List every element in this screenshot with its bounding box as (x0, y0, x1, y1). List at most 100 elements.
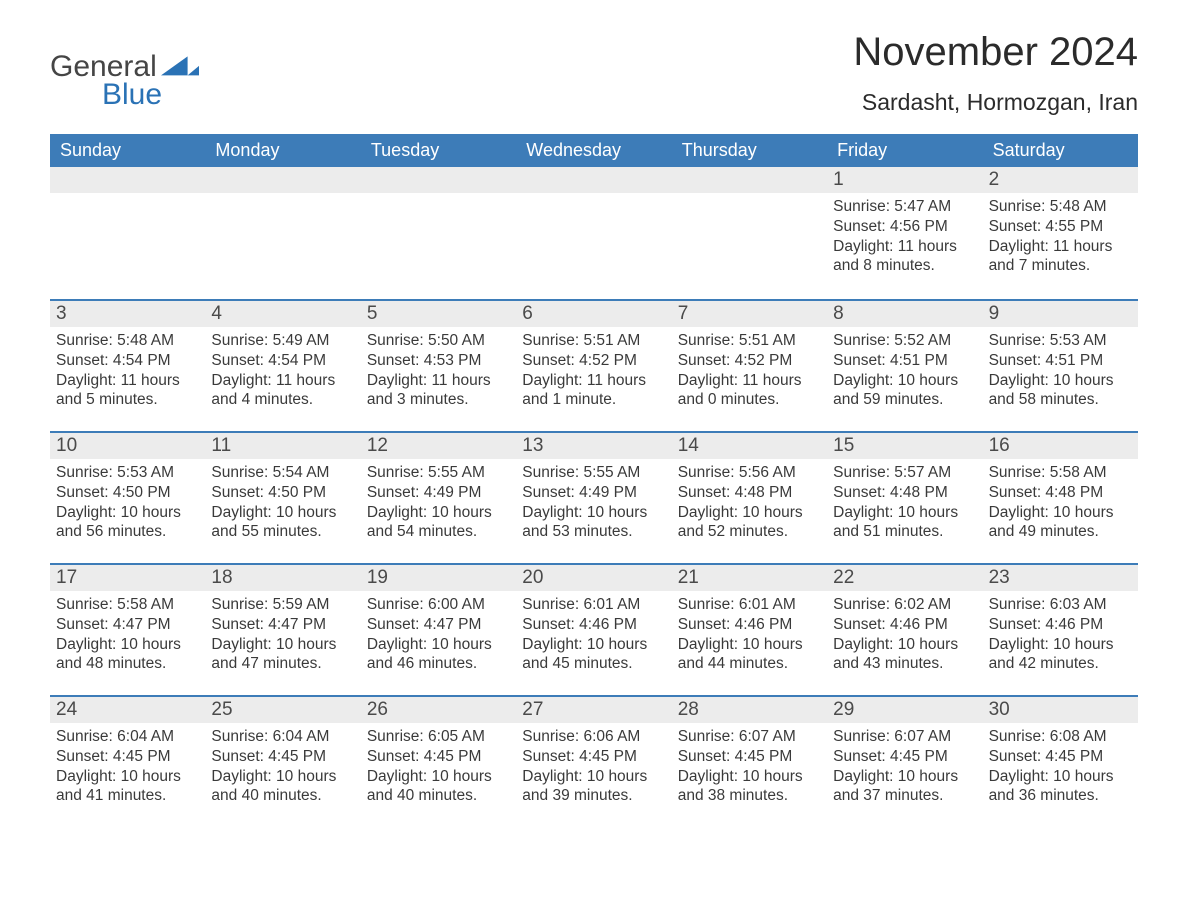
day-number: 3 (50, 301, 205, 327)
daylight-text: Daylight: 10 hours and 43 minutes. (833, 635, 976, 675)
day-number: 10 (50, 433, 205, 459)
day-info: Sunrise: 5:52 AMSunset: 4:51 PMDaylight:… (833, 331, 976, 410)
day-number: 2 (983, 167, 1138, 193)
day-info: Sunrise: 6:08 AMSunset: 4:45 PMDaylight:… (989, 727, 1132, 806)
day-info: Sunrise: 5:47 AMSunset: 4:56 PMDaylight:… (833, 197, 976, 276)
day-info: Sunrise: 5:55 AMSunset: 4:49 PMDaylight:… (522, 463, 665, 542)
sunset-text: Sunset: 4:52 PM (678, 351, 821, 371)
sunrise-text: Sunrise: 5:55 AM (522, 463, 665, 483)
sunrise-text: Sunrise: 6:05 AM (367, 727, 510, 747)
daylight-text: Daylight: 11 hours and 3 minutes. (367, 371, 510, 411)
day-cell: 27 Sunrise: 6:06 AMSunset: 4:45 PMDayligh… (516, 697, 671, 825)
calendar: Sunday Monday Tuesday Wednesday Thursday… (50, 134, 1138, 825)
daylight-text: Daylight: 10 hours and 47 minutes. (211, 635, 354, 675)
sunrise-text: Sunrise: 5:55 AM (367, 463, 510, 483)
sunrise-text: Sunrise: 5:58 AM (989, 463, 1132, 483)
sunset-text: Sunset: 4:46 PM (989, 615, 1132, 635)
sunrise-text: Sunrise: 5:49 AM (211, 331, 354, 351)
day-info: Sunrise: 6:06 AMSunset: 4:45 PMDaylight:… (522, 727, 665, 806)
day-cell: 15Sunrise: 5:57 AMSunset: 4:48 PMDayligh… (827, 433, 982, 561)
sunrise-text: Sunrise: 6:01 AM (678, 595, 821, 615)
day-cell: 4Sunrise: 5:49 AMSunset: 4:54 PMDaylight… (205, 301, 360, 429)
day-cell: 25Sunrise: 6:04 AMSunset: 4:45 PMDayligh… (205, 697, 360, 825)
day-cell: 7Sunrise: 5:51 AMSunset: 4:52 PMDaylight… (672, 301, 827, 429)
daylight-text: Daylight: 11 hours and 0 minutes. (678, 371, 821, 411)
daylight-text: Daylight: 10 hours and 56 minutes. (56, 503, 199, 543)
day-info: Sunrise: 6:04 AMSunset: 4:45 PMDaylight:… (56, 727, 199, 806)
daylight-text: Daylight: 10 hours and 53 minutes. (522, 503, 665, 543)
day-cell (516, 167, 671, 297)
day-number: 27 (516, 697, 671, 723)
day-cell: 24Sunrise: 6:04 AMSunset: 4:45 PMDayligh… (50, 697, 205, 825)
daylight-text: Daylight: 10 hours and 48 minutes. (56, 635, 199, 675)
daylight-text: Daylight: 10 hours and 41 minutes. (56, 767, 199, 807)
day-cell: 10Sunrise: 5:53 AMSunset: 4:50 PMDayligh… (50, 433, 205, 561)
day-number: 25 (205, 697, 360, 723)
day-cell: 3 Sunrise: 5:48 AMSunset: 4:54 PMDaylight… (50, 301, 205, 429)
day-number (50, 167, 205, 193)
day-number: 4 (205, 301, 360, 327)
header-friday: Friday (827, 134, 982, 167)
sunrise-text: Sunrise: 5:51 AM (678, 331, 821, 351)
calendar-week: 24Sunrise: 6:04 AMSunset: 4:45 PMDayligh… (50, 695, 1138, 825)
day-number: 29 (827, 697, 982, 723)
sunrise-text: Sunrise: 5:52 AM (833, 331, 976, 351)
sunset-text: Sunset: 4:45 PM (211, 747, 354, 767)
sunrise-text: Sunrise: 6:00 AM (367, 595, 510, 615)
day-info: Sunrise: 5:48 AMSunset: 4:55 PMDaylight:… (989, 197, 1132, 276)
sunset-text: Sunset: 4:54 PM (56, 351, 199, 371)
day-cell: 30Sunrise: 6:08 AMSunset: 4:45 PMDayligh… (983, 697, 1138, 825)
daylight-text: Daylight: 10 hours and 52 minutes. (678, 503, 821, 543)
header-saturday: Saturday (983, 134, 1138, 167)
day-info: Sunrise: 5:58 AMSunset: 4:47 PMDaylight:… (56, 595, 199, 674)
day-cell: 9Sunrise: 5:53 AMSunset: 4:51 PMDaylight… (983, 301, 1138, 429)
day-cell: 17 Sunrise: 5:58 AMSunset: 4:47 PMDayligh… (50, 565, 205, 693)
day-number: 14 (672, 433, 827, 459)
daylight-text: Daylight: 10 hours and 54 minutes. (367, 503, 510, 543)
day-number: 21 (672, 565, 827, 591)
sunrise-text: Sunrise: 5:48 AM (989, 197, 1132, 217)
calendar-week: 17 Sunrise: 5:58 AMSunset: 4:47 PMDayligh… (50, 563, 1138, 693)
sunset-text: Sunset: 4:48 PM (833, 483, 976, 503)
day-cell: 23Sunrise: 6:03 AMSunset: 4:46 PMDayligh… (983, 565, 1138, 693)
day-number: 8 (827, 301, 982, 327)
day-number (516, 167, 671, 193)
day-info: Sunrise: 5:58 AMSunset: 4:48 PMDaylight:… (989, 463, 1132, 542)
day-number: 17 (50, 565, 205, 591)
sunset-text: Sunset: 4:50 PM (211, 483, 354, 503)
day-number: 16 (983, 433, 1138, 459)
day-number: 5 (361, 301, 516, 327)
day-cell: 26Sunrise: 6:05 AMSunset: 4:45 PMDayligh… (361, 697, 516, 825)
daylight-text: Daylight: 11 hours and 5 minutes. (56, 371, 199, 411)
sunset-text: Sunset: 4:45 PM (678, 747, 821, 767)
day-info: Sunrise: 5:48 AMSunset: 4:54 PMDaylight:… (56, 331, 199, 410)
day-info: Sunrise: 5:55 AMSunset: 4:49 PMDaylight:… (367, 463, 510, 542)
sunrise-text: Sunrise: 6:06 AM (522, 727, 665, 747)
daylight-text: Daylight: 10 hours and 38 minutes. (678, 767, 821, 807)
logo: General Blue (50, 52, 199, 108)
day-number: 28 (672, 697, 827, 723)
calendar-week: 3 Sunrise: 5:48 AMSunset: 4:54 PMDaylight… (50, 299, 1138, 429)
sunrise-text: Sunrise: 5:50 AM (367, 331, 510, 351)
page-title: November 2024 (853, 30, 1138, 75)
sunset-text: Sunset: 4:49 PM (522, 483, 665, 503)
sunset-text: Sunset: 4:45 PM (989, 747, 1132, 767)
sunrise-text: Sunrise: 5:58 AM (56, 595, 199, 615)
header-monday: Monday (205, 134, 360, 167)
sunset-text: Sunset: 4:45 PM (833, 747, 976, 767)
daylight-text: Daylight: 11 hours and 1 minute. (522, 371, 665, 411)
daylight-text: Daylight: 10 hours and 55 minutes. (211, 503, 354, 543)
day-cell: 20Sunrise: 6:01 AMSunset: 4:46 PMDayligh… (516, 565, 671, 693)
day-info: Sunrise: 6:02 AMSunset: 4:46 PMDaylight:… (833, 595, 976, 674)
sunset-text: Sunset: 4:51 PM (833, 351, 976, 371)
day-cell (672, 167, 827, 297)
daylight-text: Daylight: 10 hours and 40 minutes. (211, 767, 354, 807)
logo-text: General Blue (50, 52, 199, 108)
sunrise-text: Sunrise: 5:51 AM (522, 331, 665, 351)
sunset-text: Sunset: 4:45 PM (522, 747, 665, 767)
day-cell: 19Sunrise: 6:00 AMSunset: 4:47 PMDayligh… (361, 565, 516, 693)
day-info: Sunrise: 6:07 AMSunset: 4:45 PMDaylight:… (833, 727, 976, 806)
header-tuesday: Tuesday (361, 134, 516, 167)
day-info: Sunrise: 6:01 AMSunset: 4:46 PMDaylight:… (678, 595, 821, 674)
day-info: Sunrise: 6:05 AMSunset: 4:45 PMDaylight:… (367, 727, 510, 806)
